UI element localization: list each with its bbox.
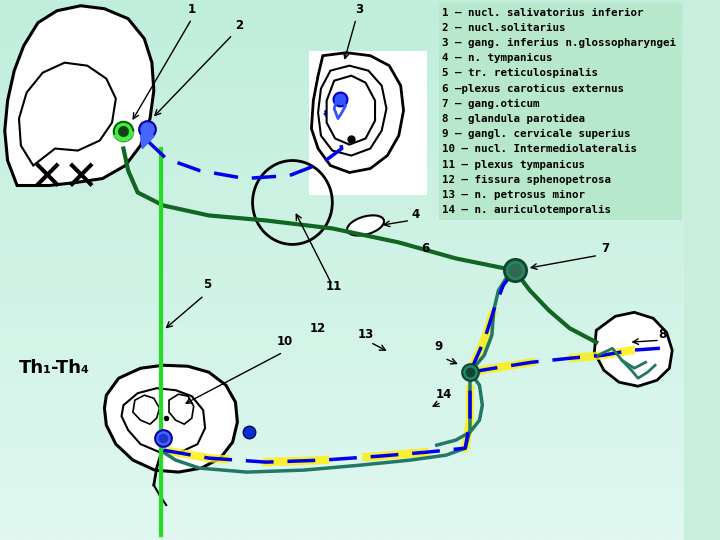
Text: 6 –plexus caroticus externus: 6 –plexus caroticus externus [441, 84, 624, 93]
Text: 1: 1 [188, 3, 196, 16]
Text: 13 – n. petrosus minor: 13 – n. petrosus minor [441, 190, 585, 200]
Text: 8: 8 [659, 328, 667, 341]
Polygon shape [104, 365, 238, 472]
Polygon shape [5, 6, 154, 186]
Polygon shape [318, 66, 387, 156]
Polygon shape [595, 312, 672, 386]
Text: 9 – gangl. cervicale superius: 9 – gangl. cervicale superius [441, 129, 630, 139]
Ellipse shape [347, 215, 384, 235]
Polygon shape [122, 388, 205, 452]
Polygon shape [327, 76, 375, 145]
Text: 9: 9 [435, 340, 443, 353]
Polygon shape [312, 53, 403, 172]
Text: 11 – plexus tympanicus: 11 – plexus tympanicus [441, 159, 585, 170]
Text: 3: 3 [355, 3, 363, 16]
Text: 13: 13 [357, 328, 374, 341]
Text: 14: 14 [436, 388, 453, 401]
Text: 7 – gang.oticum: 7 – gang.oticum [441, 99, 539, 109]
Text: 5: 5 [203, 278, 211, 292]
Polygon shape [133, 395, 160, 424]
Polygon shape [140, 129, 154, 148]
Text: 12 – fissura sphenopetrosa: 12 – fissura sphenopetrosa [441, 175, 611, 185]
Text: Th₁-Th₄: Th₁-Th₄ [19, 359, 90, 377]
Text: 4: 4 [412, 208, 420, 221]
Text: 1 – nucl. salivatorius inferior: 1 – nucl. salivatorius inferior [441, 8, 643, 18]
Bar [309, 51, 427, 195]
Text: 7: 7 [602, 242, 610, 255]
Bar [438, 3, 682, 220]
Text: 3 – gang. inferius n.glossopharyngei: 3 – gang. inferius n.glossopharyngei [441, 38, 675, 48]
Text: 12: 12 [310, 322, 326, 335]
Text: 2: 2 [235, 19, 243, 32]
Text: 10 – nucl. Intermediolateralis: 10 – nucl. Intermediolateralis [441, 144, 636, 154]
Text: 6: 6 [421, 242, 430, 255]
Text: 5 – tr. reticulospinalis: 5 – tr. reticulospinalis [441, 69, 598, 78]
Text: 8 – glandula parotidea: 8 – glandula parotidea [441, 114, 585, 124]
Text: 14 – n. auriculotemporalis: 14 – n. auriculotemporalis [441, 205, 611, 215]
Polygon shape [19, 63, 116, 166]
Text: 2 – nucl.solitarius: 2 – nucl.solitarius [441, 23, 565, 33]
Text: 11: 11 [326, 280, 342, 293]
Text: 10: 10 [276, 335, 293, 348]
Polygon shape [169, 394, 194, 424]
Text: 4 – n. tympanicus: 4 – n. tympanicus [441, 53, 552, 63]
Text: ✕✕: ✕✕ [30, 158, 99, 199]
